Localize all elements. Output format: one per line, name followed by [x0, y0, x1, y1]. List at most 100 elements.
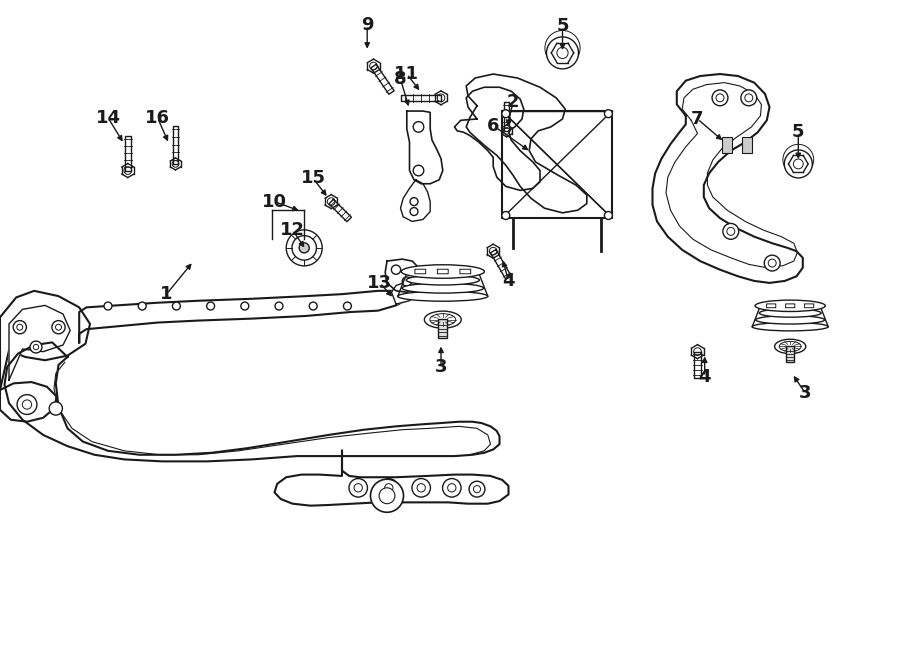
- Polygon shape: [4, 342, 500, 461]
- Circle shape: [173, 302, 180, 310]
- Polygon shape: [454, 87, 540, 190]
- Text: 8: 8: [394, 70, 407, 89]
- Bar: [742, 137, 752, 153]
- Circle shape: [14, 321, 26, 334]
- FancyBboxPatch shape: [786, 304, 795, 308]
- Polygon shape: [371, 64, 394, 95]
- Circle shape: [741, 90, 757, 106]
- Circle shape: [392, 265, 400, 274]
- Polygon shape: [695, 352, 700, 378]
- Circle shape: [605, 110, 612, 118]
- Circle shape: [402, 277, 411, 286]
- Circle shape: [241, 302, 248, 310]
- Polygon shape: [400, 180, 430, 221]
- Circle shape: [299, 243, 310, 253]
- Circle shape: [286, 230, 322, 266]
- Polygon shape: [392, 283, 416, 304]
- Ellipse shape: [786, 344, 795, 348]
- Circle shape: [380, 479, 398, 497]
- Circle shape: [207, 302, 214, 310]
- Polygon shape: [274, 451, 508, 506]
- Text: 4: 4: [502, 272, 515, 290]
- Circle shape: [22, 400, 32, 409]
- Circle shape: [17, 395, 37, 414]
- Text: 3: 3: [435, 358, 447, 376]
- FancyBboxPatch shape: [460, 269, 471, 274]
- Circle shape: [344, 302, 351, 310]
- Ellipse shape: [775, 339, 806, 354]
- Circle shape: [412, 479, 430, 497]
- Ellipse shape: [402, 283, 483, 293]
- FancyBboxPatch shape: [415, 269, 426, 274]
- Circle shape: [544, 30, 580, 65]
- FancyBboxPatch shape: [437, 269, 448, 274]
- Ellipse shape: [755, 300, 825, 311]
- Circle shape: [410, 198, 418, 206]
- Polygon shape: [491, 250, 511, 279]
- Polygon shape: [79, 291, 405, 342]
- FancyBboxPatch shape: [767, 304, 776, 308]
- Bar: [438, 319, 447, 338]
- Polygon shape: [173, 126, 178, 164]
- Ellipse shape: [401, 265, 484, 278]
- Polygon shape: [9, 305, 70, 380]
- Text: 6: 6: [487, 116, 500, 135]
- Ellipse shape: [752, 323, 828, 331]
- Ellipse shape: [425, 311, 461, 329]
- Ellipse shape: [779, 341, 801, 352]
- Ellipse shape: [398, 292, 488, 301]
- Text: 2: 2: [507, 93, 519, 112]
- Circle shape: [30, 341, 42, 353]
- Ellipse shape: [763, 302, 817, 311]
- Ellipse shape: [437, 317, 448, 322]
- Circle shape: [502, 110, 509, 118]
- Circle shape: [52, 321, 65, 334]
- Bar: [722, 137, 733, 153]
- Text: 7: 7: [691, 110, 704, 128]
- Polygon shape: [466, 74, 587, 213]
- Circle shape: [33, 344, 39, 350]
- Circle shape: [502, 212, 509, 219]
- Circle shape: [50, 402, 62, 415]
- Circle shape: [745, 94, 752, 102]
- Text: 12: 12: [280, 221, 305, 239]
- Polygon shape: [400, 95, 441, 101]
- Circle shape: [413, 122, 424, 132]
- Circle shape: [783, 144, 814, 175]
- Polygon shape: [0, 382, 57, 422]
- Text: 13: 13: [367, 274, 392, 292]
- Circle shape: [473, 486, 481, 492]
- Circle shape: [769, 259, 776, 267]
- Text: 9: 9: [361, 16, 374, 34]
- Text: 11: 11: [394, 65, 419, 83]
- Circle shape: [447, 484, 456, 492]
- Text: 4: 4: [698, 368, 711, 386]
- Circle shape: [349, 479, 367, 497]
- Circle shape: [410, 208, 418, 215]
- Circle shape: [104, 302, 112, 310]
- Ellipse shape: [756, 316, 824, 324]
- Polygon shape: [329, 200, 351, 221]
- Circle shape: [139, 302, 146, 310]
- Text: 10: 10: [262, 192, 287, 211]
- Polygon shape: [0, 291, 90, 390]
- Text: 5: 5: [556, 17, 569, 36]
- Polygon shape: [502, 111, 612, 218]
- Circle shape: [716, 94, 724, 102]
- Polygon shape: [385, 259, 421, 292]
- Circle shape: [546, 37, 579, 69]
- Circle shape: [469, 481, 485, 497]
- Circle shape: [443, 479, 461, 497]
- Text: 14: 14: [95, 108, 121, 127]
- Ellipse shape: [433, 315, 453, 324]
- Polygon shape: [652, 74, 803, 283]
- Circle shape: [354, 484, 363, 492]
- Circle shape: [417, 484, 426, 492]
- Circle shape: [275, 302, 283, 310]
- Circle shape: [17, 325, 22, 330]
- Circle shape: [371, 479, 403, 512]
- Text: 5: 5: [792, 123, 805, 141]
- Circle shape: [379, 488, 395, 504]
- Circle shape: [384, 484, 393, 492]
- Ellipse shape: [760, 309, 821, 317]
